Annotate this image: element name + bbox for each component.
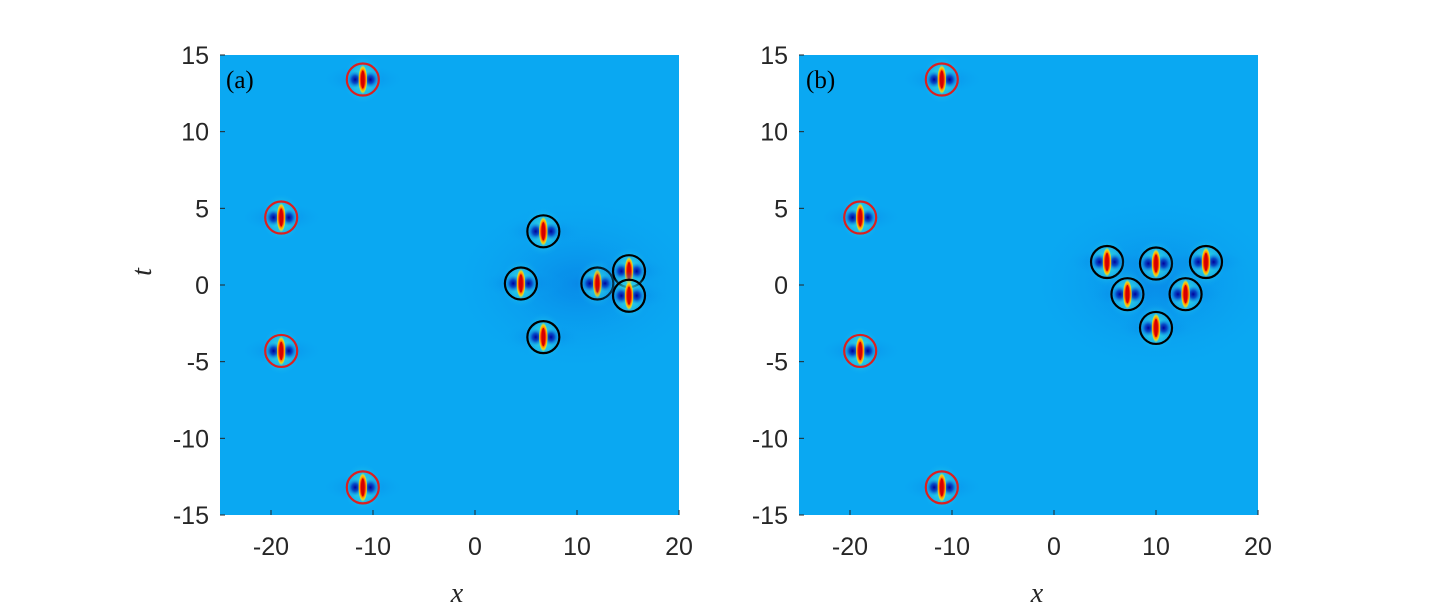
peak-a-1: [319, 55, 406, 105]
peak-a-2: [238, 193, 325, 243]
peak-core-center: [541, 222, 546, 241]
peak-core-center: [360, 478, 365, 497]
peak-a-10: [586, 271, 672, 321]
peak-core-center: [627, 286, 631, 305]
peak-ring-black: [1168, 277, 1203, 312]
peak-ring-black: [526, 320, 561, 355]
panel-a: -20 -10 0 10 20 15 10 5 0 -5 -10 -15 (a) x t: [127, 42, 693, 609]
peak-b-4: [898, 462, 985, 512]
peak-core-center: [1204, 252, 1208, 272]
x-tick-label: 10: [1142, 533, 1170, 561]
peak-core-center: [279, 208, 284, 227]
x-tick-label: 10: [563, 533, 591, 561]
x-tick-label: -20: [832, 533, 868, 561]
y-tick-label: -10: [173, 425, 209, 453]
peak-ring-black: [503, 266, 539, 301]
y-tick-label: 5: [195, 195, 209, 223]
peak-core-center: [1154, 318, 1158, 338]
peak-ring-black: [1188, 244, 1224, 280]
peak-ring-red: [345, 470, 380, 505]
peak-core-center: [858, 341, 863, 361]
peak-core-center: [1154, 254, 1158, 273]
y-tick-label: 15: [181, 42, 209, 70]
field-layer-b: [817, 55, 1258, 512]
peak-core-center: [519, 274, 523, 293]
peak-b-2: [817, 193, 904, 243]
peak-a-5: [500, 206, 587, 256]
y-tick-label: -15: [752, 502, 788, 530]
peak-b-10: [1113, 303, 1199, 353]
y-tick-label: 15: [760, 42, 788, 70]
y-tick-label: -15: [173, 502, 209, 530]
y-tick-label: 10: [181, 119, 209, 147]
y-tick-label: 0: [195, 272, 209, 300]
peak-core-center: [1183, 285, 1188, 304]
y-tick-label: 10: [760, 119, 788, 147]
field-layer-a: [238, 55, 679, 512]
peak-core-center: [1125, 285, 1130, 304]
peak-ring-black: [1138, 310, 1174, 346]
peak-ring-red: [264, 333, 299, 369]
peak-b-1: [898, 55, 985, 105]
peak-ring-red: [264, 200, 299, 235]
x-axis-label-b: x: [1030, 578, 1044, 609]
peak-a-4: [319, 462, 406, 512]
peak-core-center: [541, 327, 546, 347]
x-tick-label: 20: [665, 533, 693, 561]
y-tick-label: -5: [187, 349, 209, 377]
peak-core-center: [360, 70, 365, 89]
peak-a-7: [500, 312, 587, 362]
x-tick-label: 20: [1244, 533, 1272, 561]
peak-ring-black: [611, 278, 647, 313]
peak-ring-red: [924, 62, 959, 97]
panel-b: -20 -10 0 10 20 15 10 5 0 -5 -10 -15 (b) x: [752, 42, 1272, 609]
peak-a-6: [478, 258, 564, 308]
x-tick-label: -10: [355, 533, 391, 561]
x-tick-label: 0: [468, 533, 482, 561]
y-axis-label-a: t: [127, 267, 158, 276]
peak-ring-red: [843, 200, 878, 235]
x-tick-label: -20: [253, 533, 289, 561]
peak-ring-red: [843, 333, 878, 369]
peak-core-center: [1105, 252, 1109, 272]
peak-ring-black: [526, 214, 561, 249]
peak-ring-red: [345, 62, 380, 97]
x-tick-label: 0: [1047, 533, 1061, 561]
peak-core-center: [939, 70, 944, 89]
peak-a-3: [238, 326, 325, 376]
ticks-b: -20 -10 0 10 20 15 10 5 0 -5 -10 -15: [752, 42, 1272, 561]
peak-core-center: [279, 341, 284, 361]
y-tick-label: 5: [774, 195, 788, 223]
y-tick-label: -10: [752, 425, 788, 453]
ticks-a: -20 -10 0 10 20 15 10 5 0 -5 -10 -15: [173, 42, 693, 561]
panel-label-a: (a): [226, 67, 254, 94]
peak-ring-red: [924, 470, 959, 505]
panel-label-b: (b): [806, 67, 835, 94]
y-tick-label: -5: [766, 349, 788, 377]
peak-core-center: [858, 208, 863, 227]
y-tick-label: 0: [774, 272, 788, 300]
peak-b-3: [817, 326, 904, 376]
x-axis-label-a: x: [450, 578, 464, 609]
peak-b-9: [1142, 269, 1229, 319]
peak-core-center: [939, 478, 944, 497]
x-tick-label: -10: [934, 533, 970, 561]
